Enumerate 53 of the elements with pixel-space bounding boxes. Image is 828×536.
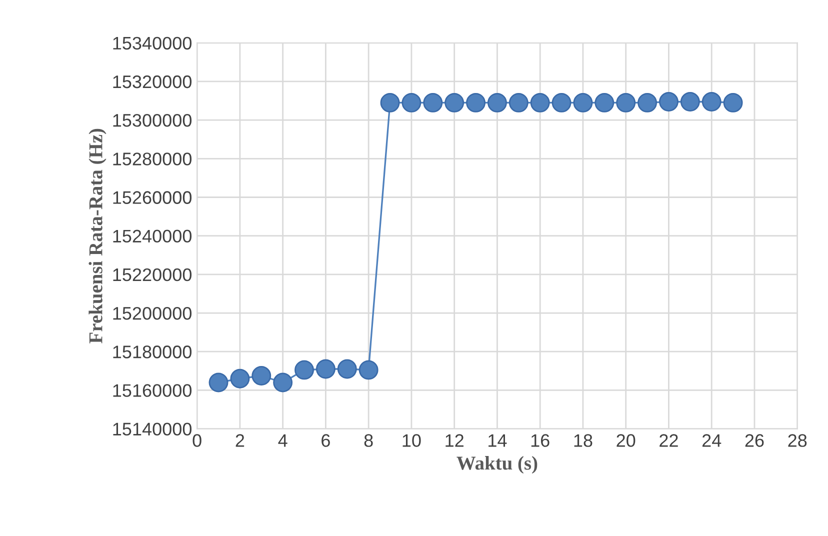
x-tick-label: 2: [236, 434, 244, 447]
point: [273, 372, 293, 392]
point: [616, 92, 636, 112]
x-tick-label: 14: [488, 434, 507, 447]
x-tick-label: 8: [364, 434, 373, 447]
y-tick-label: 15240000: [113, 230, 192, 243]
x-axis-title: Waktu (s): [456, 456, 538, 474]
x-tick-label: 24: [702, 434, 722, 447]
y-tick-label: 15220000: [113, 268, 192, 282]
point: [659, 92, 678, 112]
point: [402, 92, 422, 112]
y-tick-label: 15200000: [113, 306, 192, 320]
point: [358, 360, 378, 380]
point: [423, 92, 443, 112]
point: [252, 366, 272, 386]
y-tick-label: 15160000: [113, 384, 192, 397]
point: [702, 92, 722, 112]
point: [680, 92, 700, 112]
point: [208, 372, 228, 392]
point: [337, 359, 357, 379]
point: [638, 92, 658, 112]
point: [230, 368, 250, 388]
x-tick-label: 0: [192, 434, 202, 447]
y-axis-title: Frekuensi Rata-Rata (Hz): [88, 128, 106, 344]
point: [380, 92, 400, 112]
x-tick-label: 6: [322, 434, 330, 447]
x-tick-label: 4: [278, 434, 288, 447]
point: [294, 360, 314, 380]
x-tick-label: 16: [531, 434, 550, 447]
point: [552, 92, 572, 112]
y-tick-label: 15320000: [113, 75, 192, 88]
point: [487, 92, 507, 112]
x-tick-label: 10: [402, 434, 421, 447]
x-tick-label: 20: [616, 434, 636, 447]
point: [594, 92, 614, 112]
y-tick-label: 15140000: [113, 422, 192, 436]
y-tick-label: 15280000: [113, 152, 192, 166]
point: [573, 92, 593, 112]
x-tick-label: 28: [788, 434, 807, 447]
x-tick-label: 12: [446, 434, 464, 447]
x-tick-label: 22: [660, 434, 678, 447]
y-tick-label: 15340000: [113, 36, 192, 50]
point: [508, 92, 528, 112]
y-tick-label: 15180000: [113, 346, 192, 358]
point: [444, 92, 464, 112]
point: [530, 92, 550, 112]
point: [723, 92, 743, 112]
x-tick-label: 26: [745, 434, 764, 447]
y-tick-label: 15260000: [113, 191, 192, 204]
point: [316, 359, 336, 379]
point: [466, 92, 486, 112]
y-tick-label: 15300000: [113, 114, 192, 127]
x-tick-label: 18: [574, 434, 592, 447]
